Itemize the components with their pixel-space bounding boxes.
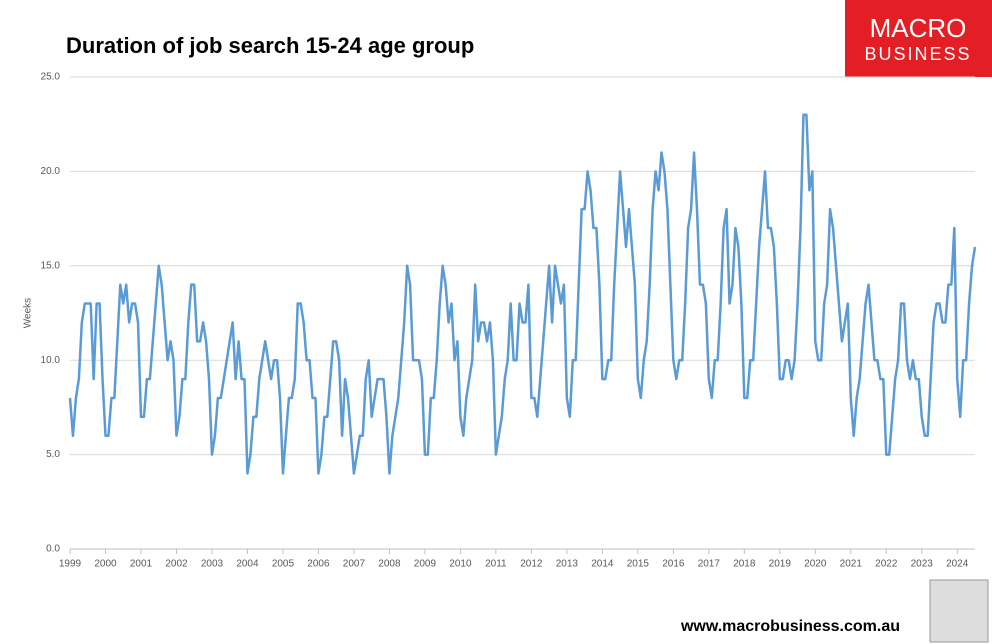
x-tick-label: 2011 <box>485 559 507 570</box>
x-tick-label: 2017 <box>698 559 721 570</box>
y-tick-label: 25.0 <box>41 72 61 83</box>
y-axis-label: Weeks <box>23 298 34 328</box>
x-tick-label: 2024 <box>946 559 969 570</box>
logo-image <box>929 579 989 643</box>
x-tick-label: 2008 <box>378 559 401 570</box>
x-tick-label: 2021 <box>840 559 863 570</box>
brand-line: BUSINESS <box>864 44 971 64</box>
brand-line: MACRO <box>870 13 967 43</box>
y-tick-label: 15.0 <box>41 260 61 271</box>
chart-title: Duration of job search 15-24 age group <box>66 33 474 58</box>
x-tick-label: 2019 <box>769 559 792 570</box>
x-tick-label: 2006 <box>307 559 330 570</box>
x-tick-label: 2000 <box>94 559 117 570</box>
x-tick-label: 2003 <box>201 559 224 570</box>
y-tick-label: 5.0 <box>46 449 60 460</box>
x-tick-label: 2005 <box>272 559 295 570</box>
x-tick-label: 2022 <box>875 559 898 570</box>
x-tick-label: 2016 <box>662 559 685 570</box>
y-tick-label: 10.0 <box>41 355 61 366</box>
x-tick-label: 2010 <box>449 559 472 570</box>
x-tick-label: 2014 <box>591 559 614 570</box>
footer-url: www.macrobusiness.com.au <box>680 618 900 635</box>
x-tick-label: 1999 <box>59 559 82 570</box>
x-tick-label: 2002 <box>165 559 188 570</box>
x-tick-label: 2001 <box>130 559 153 570</box>
x-tick-label: 2023 <box>911 559 934 570</box>
data-line <box>68 113 977 475</box>
y-tick-label: 20.0 <box>41 166 61 177</box>
x-tick-label: 2012 <box>520 559 543 570</box>
x-tick-label: 2009 <box>414 559 437 570</box>
x-tick-label: 2004 <box>236 559 259 570</box>
x-tick-label: 2018 <box>733 559 756 570</box>
x-tick-label: 2020 <box>804 559 827 570</box>
x-tick-label: 2007 <box>343 559 366 570</box>
x-tick-label: 2013 <box>556 559 579 570</box>
y-tick-label: 0.0 <box>46 544 60 555</box>
brand-box <box>845 0 992 77</box>
x-tick-label: 2015 <box>627 559 650 570</box>
